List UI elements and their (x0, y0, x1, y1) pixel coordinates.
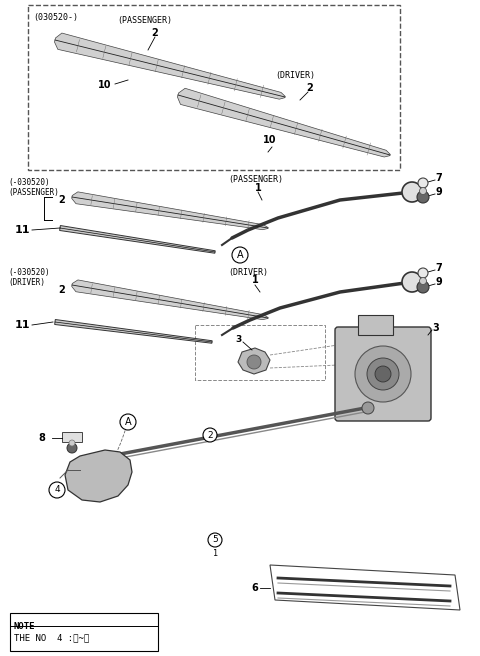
Text: 1: 1 (254, 183, 262, 193)
Polygon shape (178, 89, 390, 157)
Circle shape (69, 440, 75, 446)
Text: (DRIVER): (DRIVER) (228, 268, 268, 277)
Circle shape (362, 402, 374, 414)
Text: (PASSENGER): (PASSENGER) (118, 16, 172, 25)
Text: 9: 9 (435, 187, 442, 197)
Text: 11: 11 (14, 320, 30, 330)
Text: (PASSENGER): (PASSENGER) (8, 188, 59, 197)
Text: 6: 6 (252, 583, 258, 593)
Circle shape (375, 366, 391, 382)
Text: 8: 8 (38, 433, 46, 443)
Text: 4: 4 (54, 485, 60, 495)
Circle shape (417, 191, 429, 203)
Circle shape (247, 355, 261, 369)
Text: 2: 2 (152, 28, 158, 38)
Text: 2: 2 (59, 285, 65, 295)
FancyBboxPatch shape (358, 315, 393, 335)
Polygon shape (55, 33, 285, 99)
Text: 2: 2 (59, 195, 65, 205)
Text: 7: 7 (435, 173, 442, 183)
Polygon shape (238, 348, 270, 374)
Polygon shape (55, 319, 212, 343)
Text: 10: 10 (98, 80, 112, 90)
Circle shape (49, 482, 65, 498)
Circle shape (203, 428, 217, 442)
Circle shape (402, 182, 422, 202)
Text: THE NO  4 :①~④: THE NO 4 :①~④ (14, 633, 89, 642)
Circle shape (67, 443, 77, 453)
Text: NOTE: NOTE (14, 622, 36, 631)
Text: 1: 1 (252, 275, 258, 285)
Circle shape (420, 277, 427, 285)
Circle shape (418, 178, 428, 188)
Circle shape (417, 281, 429, 293)
Circle shape (420, 188, 427, 194)
Text: 3: 3 (235, 335, 241, 344)
Circle shape (120, 414, 136, 430)
Text: (PASSENGER): (PASSENGER) (228, 175, 283, 184)
Text: (-030520): (-030520) (8, 268, 49, 277)
Polygon shape (72, 280, 268, 319)
Polygon shape (65, 450, 132, 502)
Circle shape (367, 358, 399, 390)
Polygon shape (72, 192, 268, 230)
Text: 7: 7 (435, 263, 442, 273)
FancyBboxPatch shape (62, 432, 82, 442)
Text: 11: 11 (14, 225, 30, 235)
Text: 9: 9 (435, 277, 442, 287)
Text: 2: 2 (307, 83, 313, 93)
Text: 10: 10 (263, 135, 277, 145)
Text: 2: 2 (207, 430, 213, 440)
Text: (DRIVER): (DRIVER) (8, 278, 45, 287)
Text: (DRIVER): (DRIVER) (275, 71, 315, 80)
Polygon shape (60, 226, 215, 253)
Circle shape (418, 268, 428, 278)
Text: (030520-): (030520-) (33, 13, 78, 22)
FancyBboxPatch shape (335, 327, 431, 421)
Text: A: A (237, 250, 243, 260)
Circle shape (355, 346, 411, 402)
Text: 3: 3 (432, 323, 439, 333)
Circle shape (232, 247, 248, 263)
Text: 1: 1 (213, 548, 217, 558)
Text: 5: 5 (212, 535, 218, 544)
Circle shape (208, 533, 222, 547)
Circle shape (402, 272, 422, 292)
Text: A: A (125, 417, 132, 427)
Text: (-030520): (-030520) (8, 178, 49, 187)
FancyBboxPatch shape (10, 613, 158, 651)
